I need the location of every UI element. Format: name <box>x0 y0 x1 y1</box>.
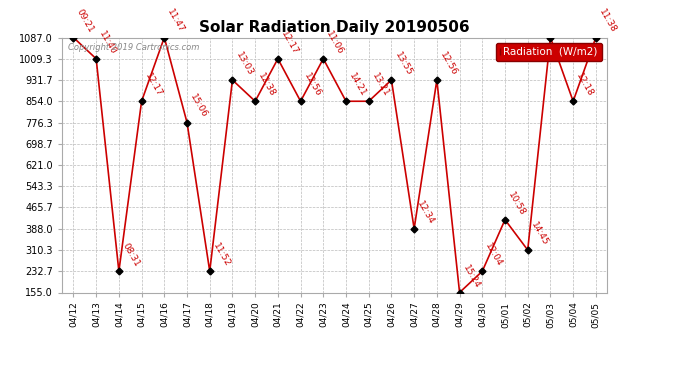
Text: 09:21: 09:21 <box>75 8 95 35</box>
Text: 12:17: 12:17 <box>279 29 300 56</box>
Text: 12:56: 12:56 <box>438 50 459 77</box>
Text: 12:56: 12:56 <box>302 72 323 99</box>
Text: 12:17: 12:17 <box>143 72 164 99</box>
Text: 11:52: 11:52 <box>211 242 232 268</box>
Text: 11:40: 11:40 <box>97 29 118 56</box>
Text: 12:18: 12:18 <box>575 72 595 99</box>
Text: Copyright 2019 Cartronics.com: Copyright 2019 Cartronics.com <box>68 43 199 52</box>
Text: 13:21: 13:21 <box>370 72 391 99</box>
Title: Solar Radiation Daily 20190506: Solar Radiation Daily 20190506 <box>199 20 470 35</box>
Text: 12:38: 12:38 <box>257 72 277 99</box>
Text: 14:45: 14:45 <box>529 220 550 247</box>
Text: 13:55: 13:55 <box>393 50 413 77</box>
Text: 12:34: 12:34 <box>415 199 436 226</box>
Text: 10:58: 10:58 <box>506 190 527 217</box>
Text: 15:24: 15:24 <box>461 263 482 290</box>
Text: 11:47: 11:47 <box>166 8 186 35</box>
Text: 11:38: 11:38 <box>598 8 618 35</box>
Text: 11:06: 11:06 <box>325 29 346 56</box>
Legend: Radiation  (W/m2): Radiation (W/m2) <box>496 43 602 61</box>
Text: 13:03: 13:03 <box>234 50 255 77</box>
Text: 08:31: 08:31 <box>120 242 141 268</box>
Text: 12:04: 12:04 <box>484 242 504 268</box>
Text: 14:21: 14:21 <box>347 72 368 99</box>
Text: 15:06: 15:06 <box>188 93 209 120</box>
